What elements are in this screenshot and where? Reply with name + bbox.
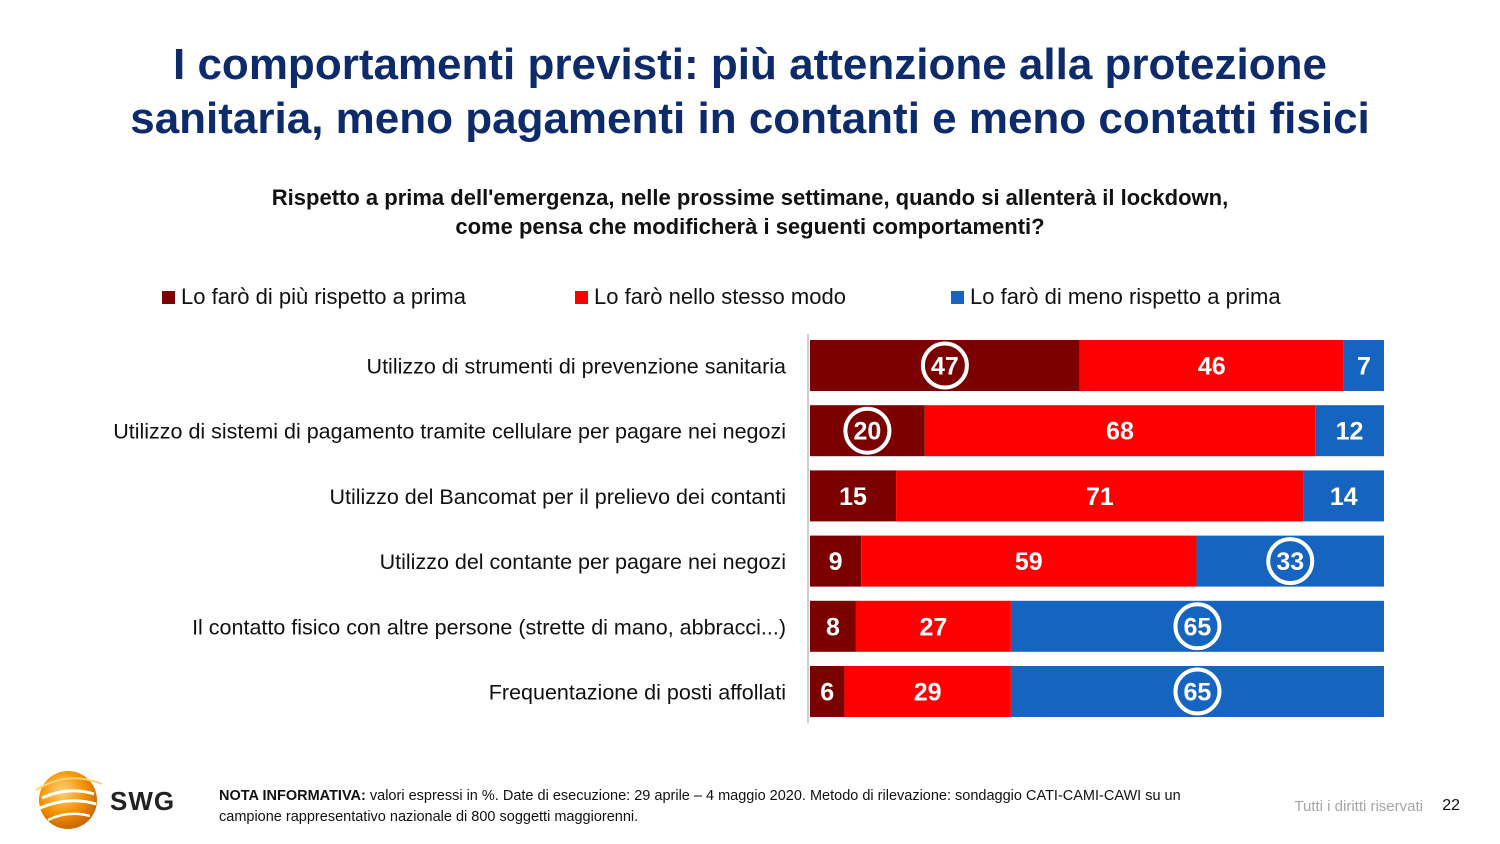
data-label: 33 bbox=[1276, 548, 1304, 576]
highlight-circle bbox=[1173, 602, 1222, 651]
legend-item-stesso: Lo farò nello stesso modo bbox=[575, 284, 846, 310]
category-label: Frequentazione di posti affollati bbox=[489, 681, 786, 705]
bar-segment bbox=[1315, 405, 1384, 457]
bar-segment bbox=[896, 470, 1304, 522]
data-label: 12 bbox=[1336, 418, 1364, 446]
bar-segment bbox=[810, 535, 862, 587]
legend-swatch-piu bbox=[162, 290, 175, 304]
bar-segment bbox=[1343, 340, 1384, 391]
question-line-2: come pensa che modificherà i seguenti co… bbox=[455, 214, 1045, 239]
category-label: Utilizzo del Bancomat per il prelievo de… bbox=[329, 485, 786, 509]
data-label: 68 bbox=[1106, 418, 1134, 446]
highlight-circle bbox=[920, 341, 969, 390]
legend-label-stesso: Lo farò nello stesso modo bbox=[594, 284, 846, 309]
data-label: 9 bbox=[829, 548, 843, 576]
legend-label-piu: Lo farò di più rispetto a prima bbox=[181, 284, 466, 309]
bar-segment bbox=[1303, 470, 1384, 522]
title-line-1: I comportamenti previsti: più attenzione… bbox=[173, 40, 1327, 89]
swg-logo-icon bbox=[35, 771, 103, 829]
data-label: 71 bbox=[1086, 483, 1114, 511]
question-line-1: Rispetto a prima dell'emergenza, nelle p… bbox=[271, 185, 1229, 210]
data-label: 47 bbox=[931, 353, 959, 381]
page-title: I comportamenti previsti: più attenzione… bbox=[0, 38, 1500, 146]
category-label: Il contatto fisico con altre persone (st… bbox=[192, 615, 786, 639]
bar-segment bbox=[861, 535, 1197, 587]
bar-segment bbox=[810, 600, 856, 652]
footnote-text: valori espressi in %. Date di esecuzione… bbox=[219, 788, 1181, 825]
highlight-circle bbox=[1266, 537, 1315, 586]
highlight-circle bbox=[1173, 667, 1222, 716]
data-label: 46 bbox=[1198, 353, 1226, 381]
data-label: 6 bbox=[820, 679, 834, 707]
chart-legend: Lo farò di più rispetto a prima Lo farò … bbox=[0, 284, 1500, 312]
copyright-text: Tutti i diritti riservati bbox=[1294, 798, 1423, 815]
legend-label-meno: Lo farò di meno rispetto a prima bbox=[970, 284, 1281, 309]
category-label: Utilizzo del contante per pagare nei neg… bbox=[380, 550, 786, 574]
data-label: 14 bbox=[1330, 483, 1358, 511]
data-label: 8 bbox=[826, 613, 840, 641]
bar-segment bbox=[810, 470, 897, 522]
data-label: 27 bbox=[920, 613, 948, 641]
bar-segment bbox=[855, 600, 1011, 652]
data-label: 65 bbox=[1184, 679, 1212, 707]
data-label: 29 bbox=[914, 679, 942, 707]
data-label: 20 bbox=[853, 418, 881, 446]
data-label: 65 bbox=[1184, 613, 1212, 641]
data-label: 59 bbox=[1015, 548, 1043, 576]
category-label: Utilizzo di sistemi di pagamento tramite… bbox=[113, 420, 786, 444]
data-label: 15 bbox=[839, 483, 867, 511]
legend-item-meno: Lo farò di meno rispetto a prima bbox=[951, 284, 1281, 310]
logo-text: SWG bbox=[110, 786, 176, 816]
footnote: NOTA INFORMATIVA: valori espressi in %. … bbox=[219, 786, 1209, 828]
highlight-circle bbox=[843, 406, 892, 455]
bar-segment bbox=[844, 666, 1011, 717]
footnote-label: NOTA INFORMATIVA: bbox=[219, 788, 366, 804]
bar-segment bbox=[924, 405, 1316, 457]
title-line-2: sanitaria, meno pagamenti in contanti e … bbox=[130, 94, 1370, 143]
legend-swatch-meno bbox=[951, 290, 964, 304]
bar-segment bbox=[1079, 340, 1344, 391]
category-label: Utilizzo di strumenti di prevenzione san… bbox=[367, 355, 786, 379]
page-number: 22 bbox=[1442, 797, 1460, 814]
survey-question: Rispetto a prima dell'emergenza, nelle p… bbox=[0, 183, 1500, 241]
data-label: 7 bbox=[1357, 353, 1371, 381]
legend-swatch-stesso bbox=[575, 290, 588, 304]
bar-segment bbox=[810, 666, 845, 717]
legend-item-piu: Lo farò di più rispetto a prima bbox=[162, 284, 466, 310]
